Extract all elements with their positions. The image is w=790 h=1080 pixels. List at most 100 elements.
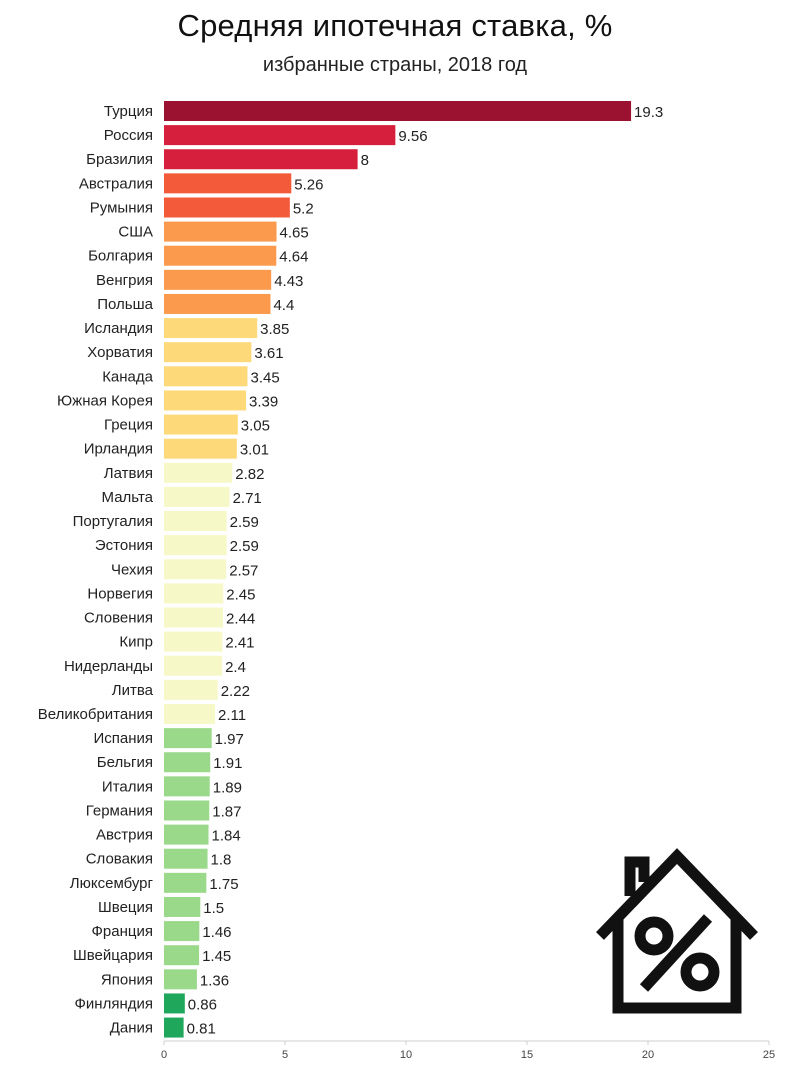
category-label: Бразилия xyxy=(86,151,153,168)
bar xyxy=(164,342,252,363)
value-label: 1.87 xyxy=(212,803,241,820)
category-label: Польша xyxy=(97,296,153,313)
category-label: Австралия xyxy=(79,175,153,192)
bar xyxy=(164,752,211,773)
bar xyxy=(164,149,358,170)
category-label: Румыния xyxy=(90,199,153,216)
category-label: Португалия xyxy=(73,513,153,530)
bar xyxy=(164,583,224,604)
value-label: 3.45 xyxy=(250,369,279,386)
category-label: Дания xyxy=(110,1020,153,1037)
category-label: Ирландия xyxy=(84,441,153,458)
bar xyxy=(164,921,200,942)
bar xyxy=(164,293,271,314)
bar xyxy=(164,390,247,411)
bar xyxy=(164,366,248,387)
value-label: 1.45 xyxy=(202,948,231,965)
bar xyxy=(164,462,233,483)
category-label: Великобритания xyxy=(38,706,153,723)
bar xyxy=(164,872,207,893)
x-tick-label: 25 xyxy=(763,1049,775,1061)
category-label: Литва xyxy=(112,682,154,699)
category-label: Исландия xyxy=(84,320,153,337)
value-label: 1.84 xyxy=(212,828,241,845)
value-label: 0.86 xyxy=(188,996,217,1013)
value-label: 19.3 xyxy=(634,104,663,121)
value-label: 5.2 xyxy=(293,200,314,217)
value-label: 4.64 xyxy=(279,249,308,266)
value-label: 3.01 xyxy=(240,442,269,459)
bar xyxy=(164,269,272,290)
category-label: Россия xyxy=(104,127,153,144)
bar xyxy=(164,824,209,845)
category-label: Словения xyxy=(84,610,153,627)
bar xyxy=(164,655,223,676)
x-tick-label: 10 xyxy=(400,1049,412,1061)
value-label: 2.41 xyxy=(225,635,254,652)
category-label: Хорватия xyxy=(87,344,153,361)
value-label: 2.4 xyxy=(225,659,246,676)
x-tick-label: 15 xyxy=(521,1049,533,1061)
value-label: 9.56 xyxy=(398,128,427,145)
bar xyxy=(164,704,216,724)
house-percent-icon xyxy=(596,848,758,1014)
bar xyxy=(164,245,277,266)
bar xyxy=(164,535,227,556)
category-label: Франция xyxy=(92,923,153,940)
x-tick-label: 20 xyxy=(642,1049,654,1061)
bar xyxy=(164,318,258,339)
bar xyxy=(164,486,230,507)
value-label: 1.46 xyxy=(202,924,231,941)
value-label: 0.81 xyxy=(187,1021,216,1038)
value-label: 3.61 xyxy=(254,345,283,362)
category-label: Греция xyxy=(104,417,153,434)
bar xyxy=(164,776,210,797)
category-label: Швеция xyxy=(98,899,153,916)
category-label: Латвия xyxy=(104,465,153,482)
value-label: 2.11 xyxy=(218,707,246,724)
value-label: 2.59 xyxy=(230,514,259,531)
category-label: Канада xyxy=(102,368,153,385)
category-label: Германия xyxy=(86,802,153,819)
category-label: Турция xyxy=(104,103,153,120)
value-label: 2.22 xyxy=(221,683,250,700)
value-label: 1.36 xyxy=(200,972,229,989)
category-label: Испания xyxy=(93,730,153,747)
category-label: Чехия xyxy=(111,561,153,578)
bar xyxy=(164,125,396,146)
bar xyxy=(164,414,238,435)
value-label: 2.71 xyxy=(233,490,262,507)
bar xyxy=(164,101,632,121)
bar xyxy=(164,1017,184,1038)
bar xyxy=(164,221,277,242)
x-tick-label: 0 xyxy=(161,1049,167,1061)
bar xyxy=(164,197,290,218)
category-label: Япония xyxy=(101,971,153,988)
category-label: Италия xyxy=(102,778,153,795)
category-label: Мальта xyxy=(102,489,154,506)
category-label: Эстония xyxy=(95,537,153,554)
bar xyxy=(164,800,210,821)
bar xyxy=(164,848,208,869)
value-label: 2.82 xyxy=(235,466,264,483)
value-label: 4.65 xyxy=(280,225,309,242)
value-label: 2.44 xyxy=(226,611,255,628)
value-label: 4.4 xyxy=(273,297,294,314)
value-label: 3.05 xyxy=(241,418,270,435)
chart-title: Средняя ипотечная ставка, % xyxy=(177,8,613,43)
value-label: 2.59 xyxy=(230,538,259,555)
bar xyxy=(164,559,227,580)
category-label: Южная Корея xyxy=(57,392,153,409)
category-label: Люксембург xyxy=(70,875,154,892)
bar xyxy=(164,607,224,628)
bar xyxy=(164,945,200,966)
category-label: Словакия xyxy=(86,851,153,868)
category-label: Норвегия xyxy=(87,585,153,602)
category-label: Кипр xyxy=(119,634,153,651)
x-tick-label: 5 xyxy=(282,1049,288,1061)
value-label: 1.97 xyxy=(215,731,244,748)
bar xyxy=(164,631,223,652)
category-label: Венгрия xyxy=(96,272,153,289)
category-label: Болгария xyxy=(88,248,153,265)
